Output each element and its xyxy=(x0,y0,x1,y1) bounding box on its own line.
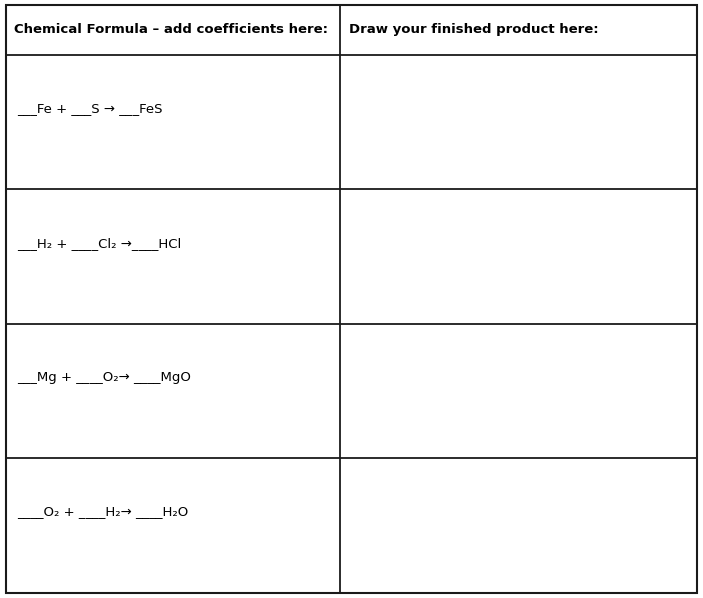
Text: ___Mg + ____O₂→ ____MgO: ___Mg + ____O₂→ ____MgO xyxy=(18,371,191,384)
Text: ___Fe + ___S → ___FeS: ___Fe + ___S → ___FeS xyxy=(18,102,163,115)
Text: ____O₂ + ____H₂→ ____H₂O: ____O₂ + ____H₂→ ____H₂O xyxy=(18,505,189,518)
Text: Draw your finished product here:: Draw your finished product here: xyxy=(349,23,598,36)
Text: ___H₂ + ____Cl₂ →____HCl: ___H₂ + ____Cl₂ →____HCl xyxy=(18,237,182,249)
Text: Chemical Formula – add coefficients here:: Chemical Formula – add coefficients here… xyxy=(14,23,328,36)
